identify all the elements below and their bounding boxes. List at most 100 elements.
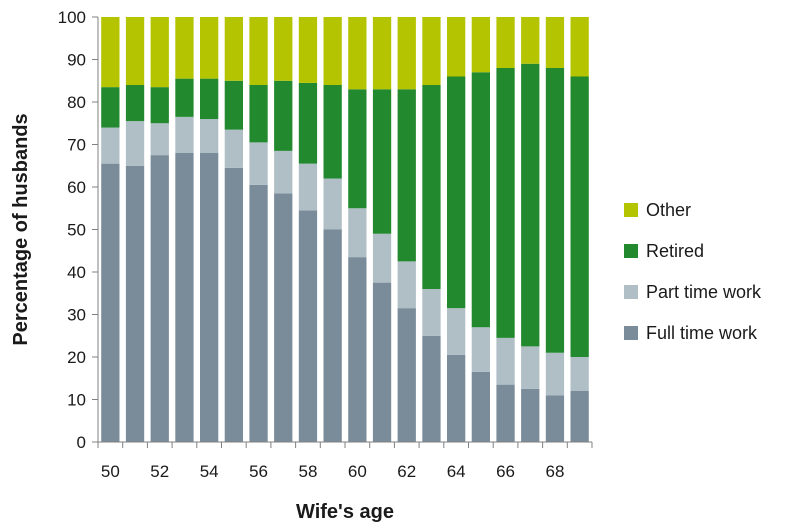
y-tick-label: 90 [67, 51, 86, 70]
bar-segment-part-time-work-69 [570, 357, 589, 391]
y-axis-title: Percentage of husbands [10, 113, 32, 345]
bar-segment-retired-55 [224, 80, 243, 130]
bar-segment-part-time-work-57 [274, 150, 293, 194]
y-tick-label: 70 [67, 136, 86, 155]
x-tick-label: 54 [200, 462, 219, 481]
bar-segment-part-time-work-52 [150, 123, 169, 156]
y-tick-label: 0 [77, 433, 86, 452]
bar-segment-other-68 [545, 17, 565, 68]
bar-segment-part-time-work-65 [471, 327, 490, 372]
y-axis: 0 10 20 30 40 50 60 70 80 90 100 [58, 8, 99, 452]
bar-segment-retired-65 [471, 72, 490, 328]
x-tick-label: 58 [298, 462, 317, 481]
bar-segment-full-time-work-56 [249, 184, 268, 443]
bar-segment-other-55 [224, 17, 243, 81]
legend-label: Retired [646, 241, 704, 261]
bar-segment-other-57 [274, 17, 293, 81]
bar-segment-retired-64 [447, 76, 466, 309]
bar-segment-retired-67 [521, 63, 540, 347]
y-tick-label: 80 [67, 93, 86, 112]
bar-segment-other-59 [323, 17, 342, 85]
bar-segment-retired-56 [249, 85, 268, 143]
bar-segment-part-time-work-68 [545, 352, 565, 396]
legend-swatch [624, 203, 638, 217]
bar-segment-other-51 [125, 17, 145, 85]
bar-segment-part-time-work-67 [521, 346, 540, 389]
bar-segment-retired-61 [372, 89, 392, 234]
bar-segment-other-66 [496, 17, 515, 68]
bar-segment-retired-68 [545, 68, 565, 353]
x-tick-label: 60 [348, 462, 367, 481]
x-tick-label: 56 [249, 462, 268, 481]
bar-segment-other-52 [150, 17, 169, 88]
y-tick-label: 30 [67, 306, 86, 325]
x-tick-label: 66 [496, 462, 515, 481]
bar-segment-retired-59 [323, 85, 342, 179]
bar-segment-full-time-work-51 [125, 165, 145, 442]
bar-segment-full-time-work-54 [200, 153, 219, 442]
bar-segment-full-time-work-50 [101, 163, 120, 443]
bar-segment-full-time-work-61 [372, 282, 392, 443]
x-tick-label: 68 [545, 462, 564, 481]
bar-segment-other-60 [348, 17, 367, 90]
bar-segment-part-time-work-59 [323, 178, 342, 230]
bar-segment-other-67 [521, 17, 540, 64]
bar-segment-full-time-work-67 [521, 388, 540, 443]
plot-area [101, 17, 589, 443]
legend-item-full-time-work: Full time work [624, 323, 758, 343]
bar-segment-other-58 [298, 17, 318, 83]
legend-label: Part time work [646, 282, 762, 302]
bar-segment-full-time-work-53 [175, 153, 194, 442]
bar-segment-full-time-work-69 [570, 391, 589, 442]
bar-segment-other-63 [422, 17, 441, 85]
bar-segment-full-time-work-55 [224, 167, 243, 443]
bar-segment-full-time-work-62 [397, 308, 416, 443]
bar-segment-part-time-work-63 [422, 289, 441, 336]
bar-segment-other-54 [200, 17, 219, 79]
x-tick-label: 50 [101, 462, 120, 481]
bar-segment-other-65 [471, 17, 490, 73]
bar-segment-retired-69 [570, 76, 589, 357]
bar-segment-part-time-work-54 [200, 119, 219, 153]
bar-segment-part-time-work-61 [372, 233, 392, 283]
bar-segment-part-time-work-51 [125, 121, 145, 166]
bar-segment-other-62 [397, 17, 416, 90]
bar-segment-part-time-work-56 [249, 142, 268, 185]
legend-label: Other [646, 200, 691, 220]
legend-item-part-time-work: Part time work [624, 282, 762, 302]
bar-segment-other-50 [101, 17, 120, 88]
bar-segment-full-time-work-64 [447, 354, 466, 443]
bar-segment-part-time-work-60 [348, 208, 367, 258]
x-tick-label: 62 [397, 462, 416, 481]
bar-segment-full-time-work-65 [471, 371, 490, 443]
legend-label: Full time work [646, 323, 758, 343]
bar-segment-part-time-work-55 [224, 129, 243, 168]
bar-segment-retired-60 [348, 89, 367, 209]
bar-segment-other-61 [372, 17, 392, 90]
y-tick-label: 40 [67, 263, 86, 282]
bar-segment-retired-62 [397, 89, 416, 262]
bar-segment-full-time-work-66 [496, 384, 515, 443]
bar-segment-full-time-work-63 [422, 335, 441, 442]
bar-segment-retired-54 [200, 78, 219, 120]
y-tick-label: 20 [67, 348, 86, 367]
x-axis: 50 52 54 56 58 60 62 64 66 68 [97, 441, 593, 481]
x-tick-label: 52 [150, 462, 169, 481]
y-tick-label: 10 [67, 391, 86, 410]
bar-segment-other-53 [175, 17, 194, 79]
bar-segment-full-time-work-60 [348, 257, 367, 443]
bar-segment-part-time-work-53 [175, 116, 194, 154]
legend-swatch [624, 285, 638, 299]
x-tick-label: 64 [447, 462, 466, 481]
bar-segment-full-time-work-52 [150, 155, 169, 443]
bar-segment-part-time-work-62 [397, 261, 416, 309]
legend-item-other: Other [624, 200, 691, 220]
bar-segment-retired-66 [496, 68, 515, 338]
bar-segment-retired-53 [175, 78, 194, 117]
y-tick-label: 100 [58, 8, 86, 27]
bar-segment-full-time-work-58 [298, 210, 318, 442]
bar-segment-retired-57 [274, 80, 293, 151]
bar-segment-retired-52 [150, 87, 169, 124]
